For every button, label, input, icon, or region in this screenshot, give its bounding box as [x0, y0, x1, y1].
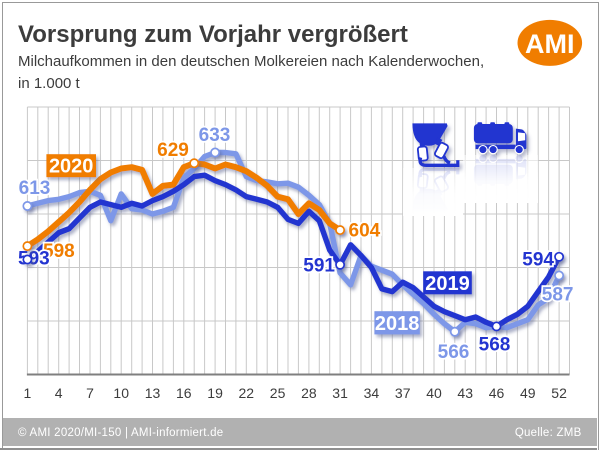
- svg-text:19: 19: [207, 385, 223, 401]
- svg-text:40: 40: [426, 385, 442, 401]
- svg-text:52: 52: [551, 385, 567, 401]
- svg-text:34: 34: [364, 385, 380, 401]
- svg-text:13: 13: [145, 385, 161, 401]
- svg-text:2019: 2019: [425, 273, 470, 295]
- svg-text:37: 37: [395, 385, 411, 401]
- svg-text:591: 591: [303, 256, 335, 277]
- svg-text:594: 594: [522, 250, 554, 271]
- svg-text:28: 28: [301, 385, 317, 401]
- svg-text:43: 43: [457, 385, 473, 401]
- svg-text:598: 598: [43, 241, 75, 262]
- svg-text:629: 629: [157, 140, 189, 161]
- svg-text:16: 16: [176, 385, 192, 401]
- svg-text:22: 22: [239, 385, 255, 401]
- svg-text:1: 1: [24, 385, 32, 401]
- svg-text:49: 49: [520, 385, 536, 401]
- svg-text:AMI: AMI: [525, 29, 575, 59]
- svg-text:4: 4: [55, 385, 63, 401]
- svg-text:587: 587: [542, 285, 574, 306]
- svg-text:25: 25: [270, 385, 286, 401]
- svg-text:10: 10: [113, 385, 129, 401]
- svg-text:2018: 2018: [375, 313, 420, 335]
- svg-text:46: 46: [489, 385, 505, 401]
- svg-text:633: 633: [199, 125, 231, 146]
- svg-text:566: 566: [438, 342, 470, 363]
- svg-text:613: 613: [19, 178, 51, 199]
- svg-text:568: 568: [479, 335, 511, 356]
- svg-text:7: 7: [86, 385, 94, 401]
- svg-text:2020: 2020: [49, 156, 94, 178]
- svg-text:593: 593: [18, 249, 50, 270]
- svg-text:604: 604: [349, 221, 381, 242]
- svg-text:31: 31: [332, 385, 348, 401]
